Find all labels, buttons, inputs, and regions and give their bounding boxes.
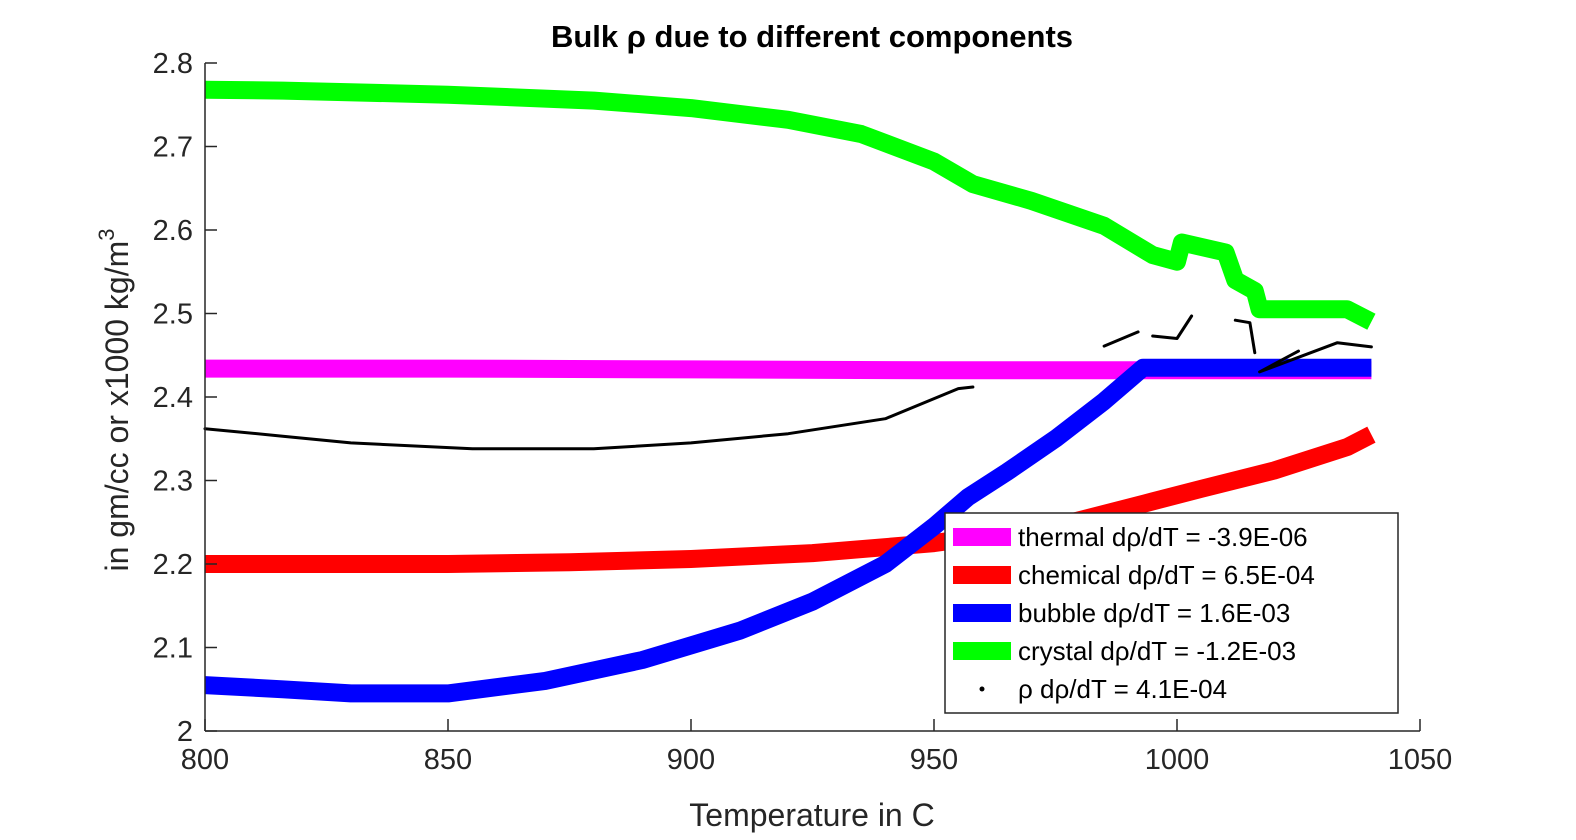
series-2-line (204, 358, 1372, 703)
series-3 (204, 80, 1376, 330)
x-tick-label-2: 900 (667, 744, 715, 776)
legend: thermal dρ/dT = -3.9E-06 chemical dρ/dT =… (944, 512, 1399, 714)
y-axis-label-text: in gm/cc or x1000 kg/m (99, 241, 135, 572)
y-tick-label-3: 2.3 (153, 466, 193, 498)
x-tick-label-3: 950 (910, 744, 958, 776)
legend-label-2: bubble dρ/dT = 1.6E-03 (1018, 598, 1290, 628)
x-tick-label-0: 800 (181, 744, 229, 776)
y-axis-label-superscript: 3 (94, 228, 119, 240)
x-tick-label-1: 850 (424, 744, 472, 776)
series-4 (203, 314, 1373, 451)
x-tick-label-4: 1000 (1145, 744, 1210, 776)
series-4-segment-0 (203, 385, 975, 451)
y-tick-label-1: 2.1 (153, 633, 193, 665)
y-tick-label-4: 2.4 (153, 382, 193, 414)
y-tick-label-6: 2.6 (153, 215, 193, 247)
series-4-segment-2 (1151, 314, 1194, 340)
legend-box (944, 512, 1399, 714)
series-4-segment-3 (1233, 318, 1257, 355)
series-2 (204, 358, 1372, 703)
x-axis-label: Temperature in C (689, 797, 934, 833)
x-tick-label-5: 1050 (1388, 744, 1453, 776)
legend-marker-4 (979, 686, 985, 692)
legend-label-3: crystal dρ/dT = -1.2E-03 (1018, 636, 1296, 666)
y-tick-label-0: 2 (177, 716, 193, 748)
y-tick-label-7: 2.7 (153, 132, 193, 164)
y-axis-label: in gm/cc or x1000 kg/m3 (94, 228, 135, 571)
chart-title: Bulk ρ due to different components (551, 19, 1073, 54)
series-4-segment-4 (1258, 341, 1373, 374)
series-4-segment-1 (1102, 330, 1140, 348)
y-tick-label-8: 2.8 (153, 48, 193, 80)
legend-label-1: chemical dρ/dT = 6.5E-04 (1018, 560, 1315, 590)
legend-label-4: ρ dρ/dT = 4.1E-04 (1018, 674, 1227, 704)
series-3-line (204, 80, 1376, 330)
legend-label-0: thermal dρ/dT = -3.9E-06 (1018, 522, 1308, 552)
y-tick-label-2: 2.2 (153, 549, 193, 581)
y-tick-label-5: 2.5 (153, 299, 193, 331)
axes-layer: 800 850 900 950 1000 1050 2 2.1 2.2 2.3 2.4 2.5 2.6 2… (153, 48, 1453, 776)
